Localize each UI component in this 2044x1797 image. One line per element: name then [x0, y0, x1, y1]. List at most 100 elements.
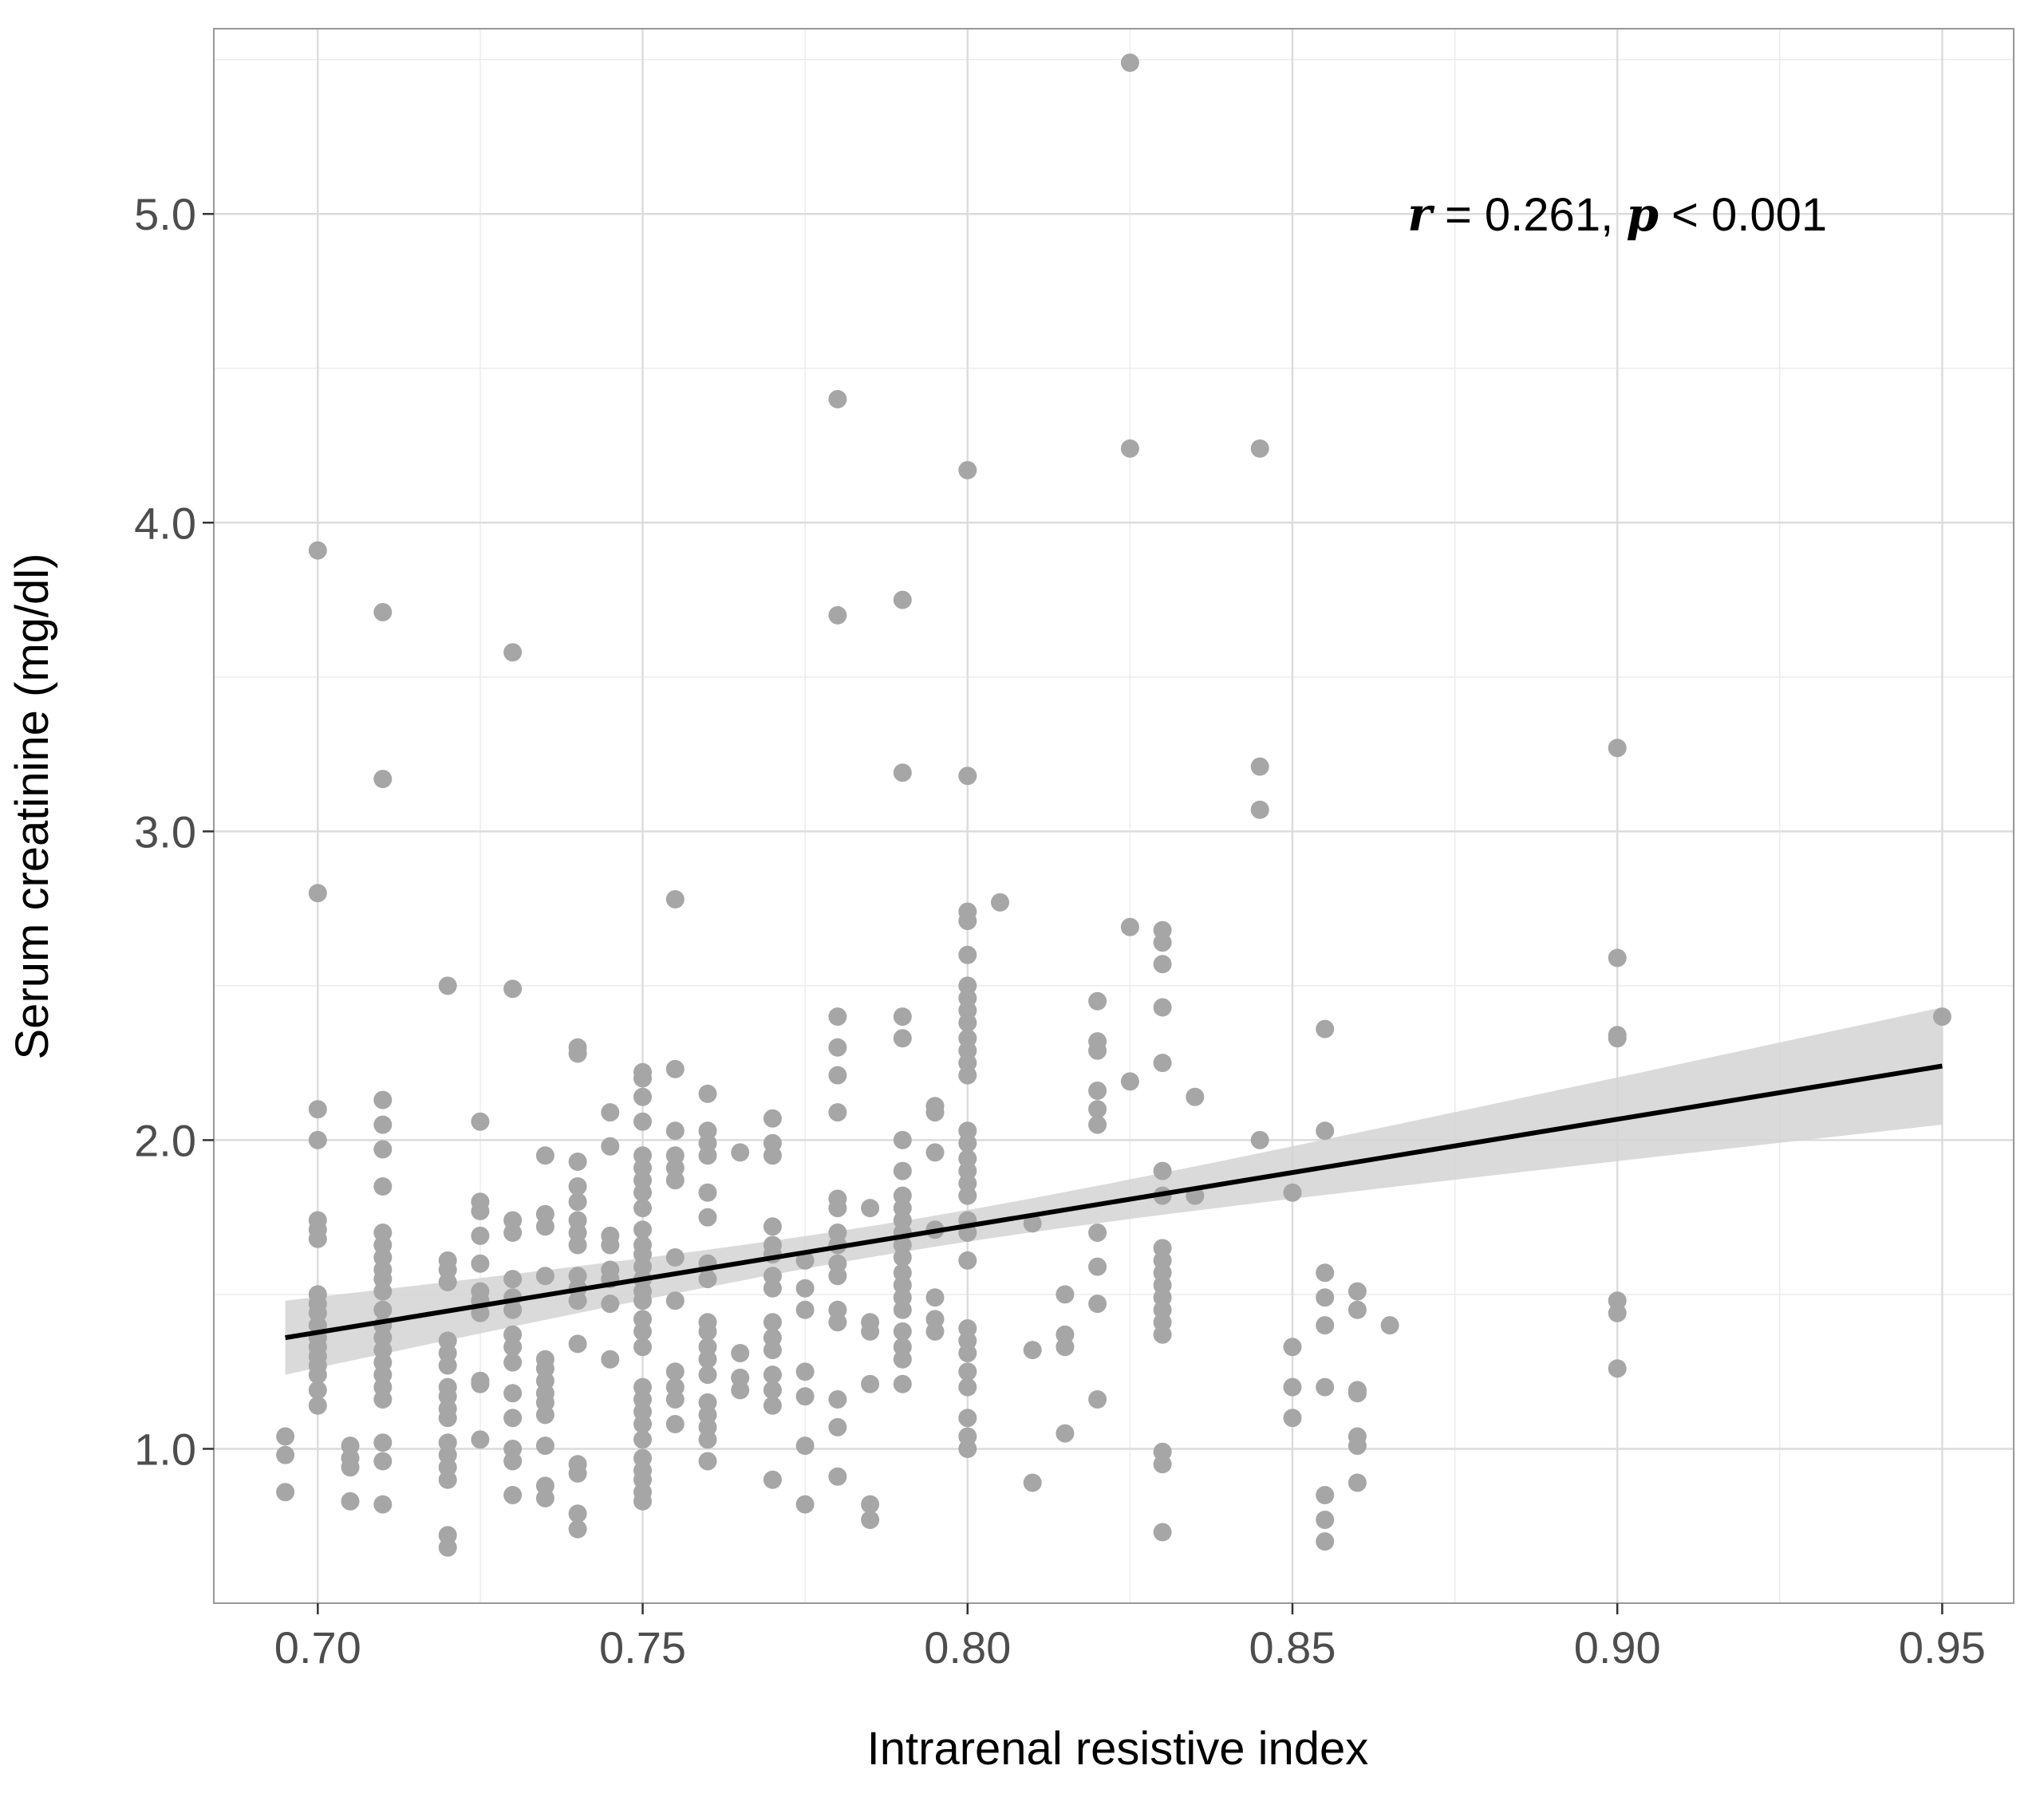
data-point — [1380, 1316, 1399, 1335]
data-point — [535, 1436, 554, 1456]
data-point — [1153, 933, 1172, 952]
data-point — [1348, 1282, 1367, 1301]
data-point — [958, 1344, 977, 1362]
y-axis-ticks: 1.0 2.0 3.0 4.0 5.0 — [134, 189, 214, 1474]
data-point — [925, 1143, 945, 1162]
data-point — [503, 979, 523, 999]
data-point — [763, 1146, 782, 1165]
data-point — [828, 1313, 847, 1332]
data-point — [1088, 1295, 1107, 1314]
data-point — [763, 1381, 782, 1400]
data-point — [893, 1161, 912, 1180]
data-point — [568, 1153, 587, 1171]
data-point — [471, 1201, 490, 1220]
data-point — [698, 1183, 717, 1202]
x-axis-title: Intrarenal resistive index — [867, 1723, 1369, 1775]
data-point — [893, 1322, 912, 1341]
data-point — [276, 1483, 295, 1502]
data-point — [828, 1199, 847, 1218]
data-point — [1088, 991, 1107, 1011]
data-point — [276, 1427, 295, 1446]
data-point — [1250, 800, 1269, 819]
data-point — [308, 1130, 327, 1149]
data-point — [1153, 1523, 1172, 1542]
data-point — [373, 1433, 393, 1452]
data-point — [438, 1273, 457, 1291]
data-point — [633, 1492, 652, 1511]
data-point — [373, 1090, 393, 1109]
data-point — [1608, 948, 1627, 967]
data-point — [633, 1199, 652, 1218]
data-point — [893, 1350, 912, 1369]
data-point — [665, 1248, 685, 1267]
data-point — [958, 1066, 977, 1085]
regression-line — [285, 1063, 1943, 1341]
data-point — [1153, 998, 1172, 1017]
data-point — [471, 1226, 490, 1245]
data-point — [633, 1069, 652, 1088]
data-point — [1250, 757, 1269, 776]
data-point — [665, 890, 685, 908]
data-point — [1153, 955, 1172, 974]
data-point — [1316, 1263, 1335, 1283]
data-point — [503, 1384, 523, 1403]
data-point — [828, 1103, 847, 1122]
data-point — [503, 1409, 523, 1428]
x-tick-label: 0.85 — [1249, 1622, 1336, 1673]
data-point — [535, 1405, 554, 1425]
data-point — [633, 1220, 652, 1239]
data-point — [503, 1452, 523, 1471]
y-tick-label: 3.0 — [134, 806, 196, 857]
data-point — [1250, 439, 1269, 458]
data-point — [925, 1322, 945, 1341]
data-point — [373, 1282, 393, 1301]
data-point — [503, 1300, 523, 1319]
data-point — [958, 1186, 977, 1205]
data-point — [341, 1458, 360, 1477]
x-axis-ticks: 0.70 0.75 0.80 0.85 0.90 0.95 — [274, 1603, 1986, 1673]
data-point — [893, 590, 912, 609]
data-point — [308, 1100, 327, 1119]
data-point — [1023, 1473, 1042, 1492]
data-point — [828, 1467, 847, 1486]
data-point — [665, 1059, 685, 1078]
annotation-p-value: < 0.001 — [1659, 189, 1827, 241]
data-point — [828, 1390, 847, 1409]
data-point — [1316, 1532, 1335, 1551]
data-point — [698, 1084, 717, 1103]
data-points — [276, 53, 1951, 1557]
data-point — [1088, 1224, 1107, 1242]
data-point — [731, 1381, 750, 1400]
annotation-p-symbol: p — [1626, 187, 1659, 242]
data-point — [828, 1267, 847, 1286]
data-point — [1316, 1511, 1335, 1529]
data-point — [763, 1313, 782, 1332]
data-point — [861, 1199, 880, 1218]
data-point — [308, 1396, 327, 1415]
data-point — [665, 1415, 685, 1433]
x-tick-label: 0.70 — [274, 1622, 361, 1673]
data-point — [633, 1322, 652, 1341]
data-point — [308, 884, 327, 903]
data-point — [503, 643, 523, 662]
data-point — [828, 1417, 847, 1436]
data-point — [1056, 1338, 1075, 1357]
data-point — [958, 1409, 977, 1428]
data-point — [698, 1270, 717, 1289]
data-point — [568, 1291, 587, 1310]
data-point — [665, 1390, 685, 1409]
data-point — [633, 1338, 652, 1357]
data-point — [893, 1374, 912, 1393]
data-point — [1348, 1300, 1367, 1319]
data-point — [503, 1270, 523, 1289]
data-point — [763, 1365, 782, 1385]
data-point — [373, 1495, 393, 1514]
data-point — [893, 763, 912, 782]
data-point — [1153, 1325, 1172, 1344]
data-point — [438, 1356, 457, 1375]
data-point — [1608, 1359, 1627, 1378]
data-point — [535, 1267, 554, 1286]
data-point — [1348, 1384, 1367, 1403]
